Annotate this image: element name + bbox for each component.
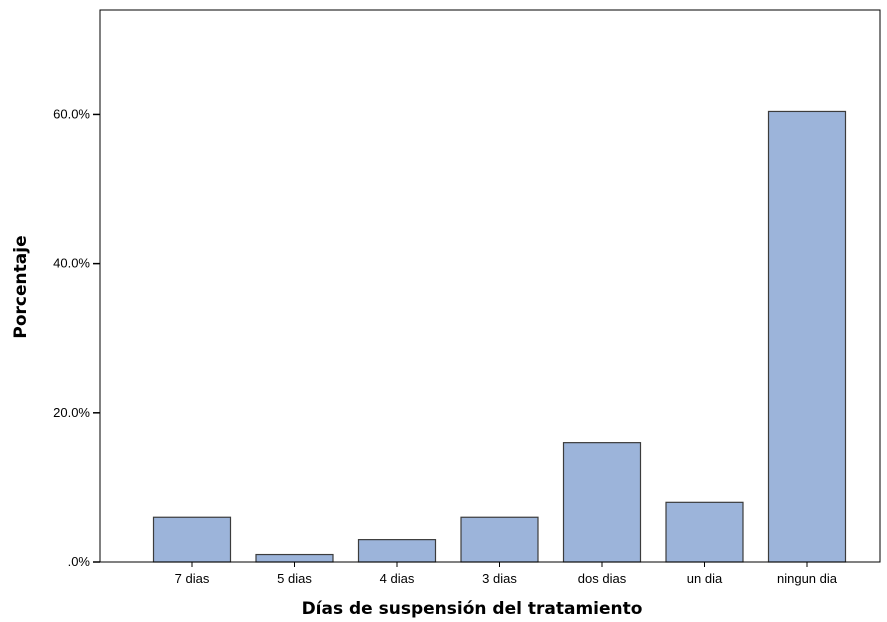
bar-7-dias [152,516,232,563]
bar-ningun-dia [767,110,847,563]
x-tick-label: un dia [687,571,723,586]
bars-group [152,110,847,563]
bar-dos-dias [562,442,642,563]
x-tick-label: 3 dias [482,571,517,586]
plot-area [99,9,881,563]
x-tick-label: ningun dia [777,571,838,586]
x-tick-label: 5 dias [277,571,312,586]
x-tick-label: dos dias [578,571,627,586]
y-tick-label: 40.0% [53,256,90,271]
x-axis-title: Días de suspensión del tratamiento [302,599,643,619]
bar-un-dia [665,501,744,563]
y-tick-label: .0% [68,554,91,569]
y-tick-label: 20.0% [53,405,90,420]
y-axis: .0% 20.0% 40.0% 60.0% [53,106,100,569]
y-axis-title: Porcentaje [11,235,31,338]
x-tick-label: 4 dias [380,571,415,586]
bar-4-dias [357,539,437,563]
x-axis: 7 dias 5 dias 4 dias 3 dias dos dias un dia ni… [100,561,880,586]
x-tick-label: 7 dias [175,571,210,586]
bar-5-dias [255,553,334,563]
bar-3-dias [460,516,539,563]
y-tick-label: 60.0% [53,106,90,121]
